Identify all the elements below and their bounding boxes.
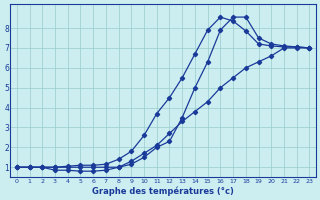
X-axis label: Graphe des températures (°c): Graphe des températures (°c) (92, 186, 234, 196)
